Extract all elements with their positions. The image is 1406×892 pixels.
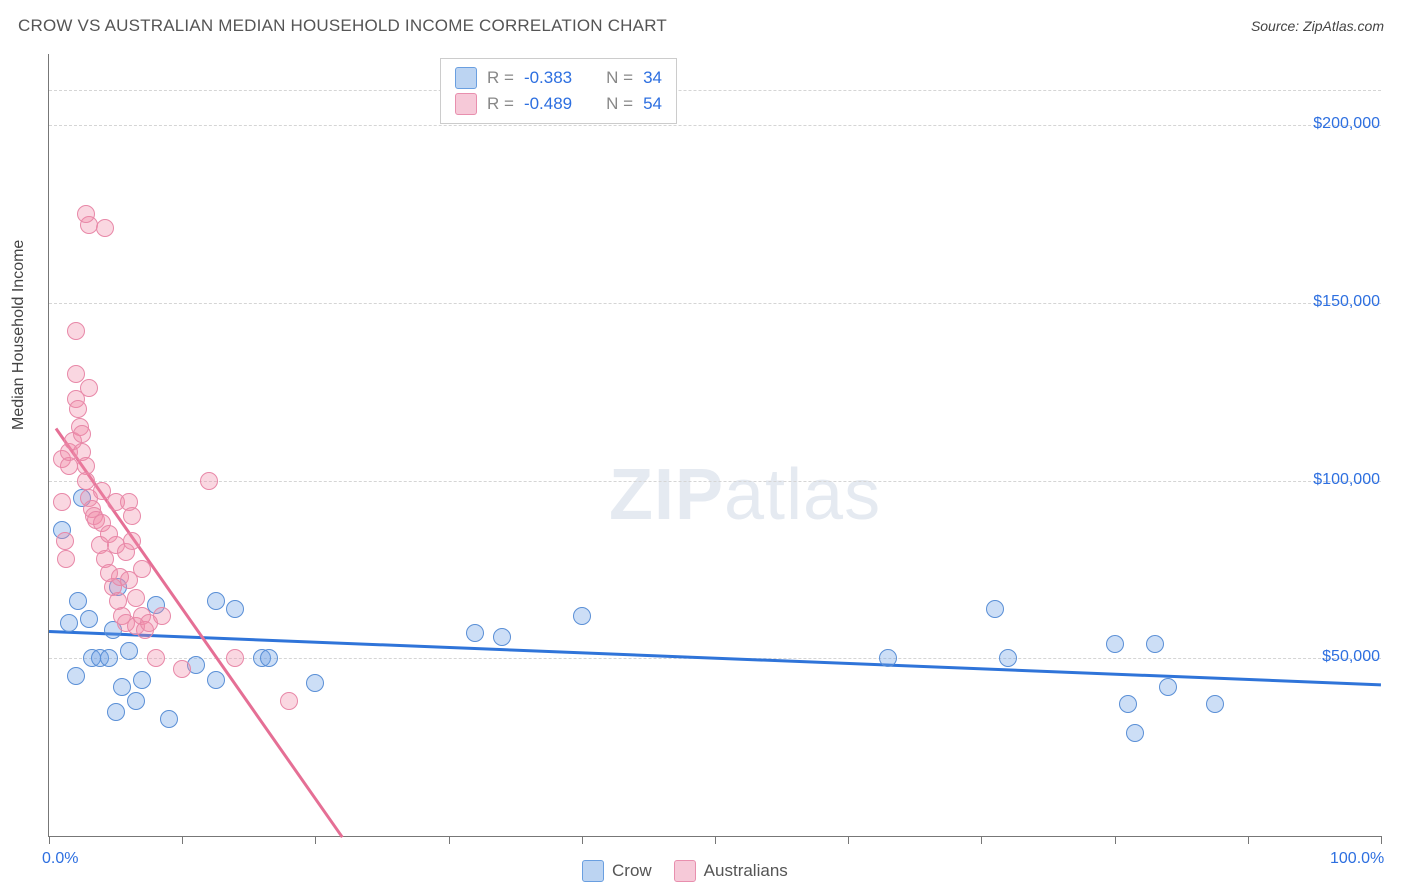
scatter-point <box>73 425 91 443</box>
scatter-point <box>986 600 1004 618</box>
x-tick <box>981 836 982 844</box>
scatter-point <box>306 674 324 692</box>
x-tick <box>1115 836 1116 844</box>
x-tick <box>315 836 316 844</box>
x-tick <box>1381 836 1382 844</box>
x-tick <box>49 836 50 844</box>
x-tick-label: 100.0% <box>1330 850 1384 868</box>
scatter-point <box>573 607 591 625</box>
legend-n-label: N = <box>606 94 633 114</box>
scatter-point <box>1206 695 1224 713</box>
scatter-point <box>153 607 171 625</box>
y-tick-label: $150,000 <box>1313 293 1380 311</box>
legend-row: R = -0.489 N = 54 <box>455 91 662 117</box>
scatter-point <box>160 710 178 728</box>
legend-label: Crow <box>612 861 652 881</box>
scatter-point <box>96 219 114 237</box>
legend-n-label: N = <box>606 68 633 88</box>
scatter-point <box>113 678 131 696</box>
x-tick <box>848 836 849 844</box>
scatter-point <box>120 642 138 660</box>
legend-item: Crow <box>582 860 652 882</box>
scatter-point <box>67 365 85 383</box>
scatter-point <box>1119 695 1137 713</box>
y-axis-label: Median Household Income <box>10 240 28 430</box>
scatter-point <box>80 610 98 628</box>
legend-n-value: 34 <box>643 68 662 88</box>
legend-swatch <box>674 860 696 882</box>
scatter-point <box>226 600 244 618</box>
scatter-point <box>67 322 85 340</box>
scatter-point <box>1126 724 1144 742</box>
correlation-legend: R = -0.383 N = 34 R = -0.489 N = 54 <box>440 58 677 124</box>
x-tick <box>182 836 183 844</box>
watermark: ZIPatlas <box>609 454 881 536</box>
legend-r-label: R = <box>487 94 514 114</box>
series-legend: Crow Australians <box>582 860 788 882</box>
gridline <box>49 90 1381 91</box>
legend-n-value: 54 <box>643 94 662 114</box>
x-tick <box>582 836 583 844</box>
scatter-point <box>879 649 897 667</box>
scatter-point <box>53 493 71 511</box>
scatter-point <box>100 649 118 667</box>
scatter-point <box>127 692 145 710</box>
scatter-point <box>1159 678 1177 696</box>
legend-item: Australians <box>674 860 788 882</box>
scatter-point <box>173 660 191 678</box>
x-tick <box>1248 836 1249 844</box>
scatter-point <box>207 671 225 689</box>
scatter-point <box>466 624 484 642</box>
legend-label: Australians <box>704 861 788 881</box>
x-tick <box>715 836 716 844</box>
scatter-point <box>69 400 87 418</box>
scatter-point <box>226 649 244 667</box>
source-attribution: Source: ZipAtlas.com <box>1251 18 1384 34</box>
legend-r-value: -0.383 <box>524 68 572 88</box>
scatter-point <box>123 507 141 525</box>
x-tick-label: 0.0% <box>42 850 78 868</box>
x-tick <box>449 836 450 844</box>
gridline <box>49 303 1381 304</box>
gridline <box>49 125 1381 126</box>
scatter-point <box>207 592 225 610</box>
scatter-point <box>280 692 298 710</box>
scatter-point <box>493 628 511 646</box>
y-tick-label: $100,000 <box>1313 471 1380 489</box>
scatter-point <box>123 532 141 550</box>
plot-area: ZIPatlas <box>48 54 1381 837</box>
scatter-point <box>67 667 85 685</box>
legend-swatch <box>582 860 604 882</box>
scatter-point <box>133 671 151 689</box>
scatter-point <box>69 592 87 610</box>
gridline <box>49 481 1381 482</box>
legend-r-value: -0.489 <box>524 94 572 114</box>
scatter-point <box>1146 635 1164 653</box>
scatter-point <box>80 379 98 397</box>
scatter-point <box>200 472 218 490</box>
legend-swatch <box>455 93 477 115</box>
scatter-point <box>999 649 1017 667</box>
scatter-point <box>77 205 95 223</box>
scatter-point <box>147 649 165 667</box>
scatter-point <box>60 614 78 632</box>
legend-row: R = -0.383 N = 34 <box>455 65 662 91</box>
scatter-point <box>107 703 125 721</box>
y-tick-label: $200,000 <box>1313 115 1380 133</box>
chart-title: CROW VS AUSTRALIAN MEDIAN HOUSEHOLD INCO… <box>18 16 667 36</box>
scatter-point <box>56 532 74 550</box>
scatter-point <box>127 589 145 607</box>
scatter-point <box>1106 635 1124 653</box>
scatter-point <box>77 472 95 490</box>
scatter-point <box>57 550 75 568</box>
scatter-point <box>260 649 278 667</box>
y-tick-label: $50,000 <box>1322 648 1380 666</box>
legend-r-label: R = <box>487 68 514 88</box>
scatter-point <box>133 560 151 578</box>
legend-swatch <box>455 67 477 89</box>
